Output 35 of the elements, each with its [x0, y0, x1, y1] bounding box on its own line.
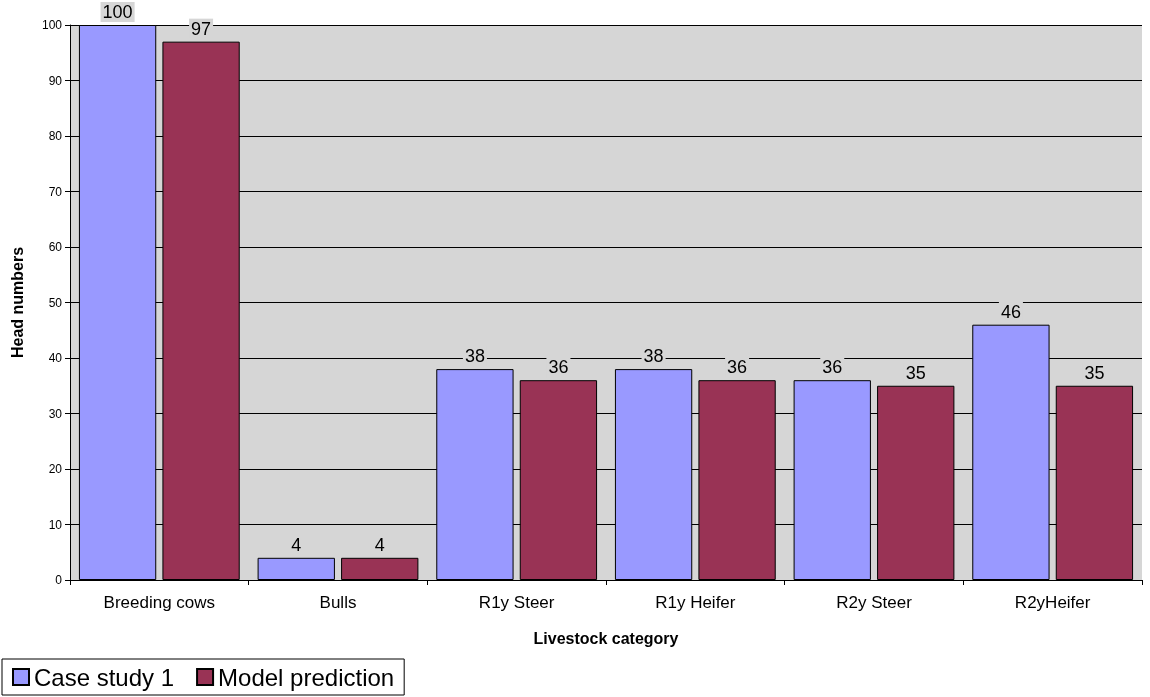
y-tick-label: 10: [48, 517, 63, 532]
x-tick-label: R2yHeifer: [1014, 593, 1091, 612]
x-axis-title: Livestock category: [533, 629, 679, 647]
y-tick-label: 20: [48, 462, 63, 476]
y-tick-label: 100: [41, 18, 63, 32]
data-label: 97: [191, 18, 212, 39]
data-label: 38: [464, 346, 485, 367]
x-tick-label: Breeding cows: [103, 593, 216, 612]
y-tick-label: 70: [48, 184, 63, 199]
y-tick-label: 80: [48, 129, 63, 143]
y-tick-label: 40: [48, 351, 63, 365]
y-tick-label: 50: [48, 295, 63, 310]
data-label: 36: [548, 357, 569, 378]
data-label: 46: [1000, 301, 1021, 322]
x-tick-label: Bulls: [319, 593, 357, 612]
bar: [341, 557, 419, 580]
data-label: 36: [822, 357, 843, 378]
data-label: 36: [727, 357, 748, 378]
bar: [257, 557, 335, 580]
y-tick-label: 0: [55, 573, 63, 587]
data-label: 38: [643, 346, 664, 367]
data-label: 35: [905, 362, 926, 383]
data-label: 4: [374, 534, 385, 555]
y-tick-label: 60: [48, 240, 63, 254]
x-tick-label: R2y Steer: [836, 593, 913, 612]
data-label: 35: [1084, 362, 1105, 383]
x-tick-label: R1y Heifer: [655, 593, 736, 612]
y-axis-title: Head numbers: [8, 246, 26, 359]
y-tick-label: 90: [48, 73, 63, 88]
legend-label: Model prediction: [218, 663, 395, 691]
data-label: 100: [102, 2, 133, 22]
y-tick-label: 30: [48, 406, 63, 421]
legend-label: Case study 1: [34, 663, 175, 691]
x-tick-label: R1y Steer: [478, 593, 555, 612]
data-label: 4: [291, 534, 302, 555]
